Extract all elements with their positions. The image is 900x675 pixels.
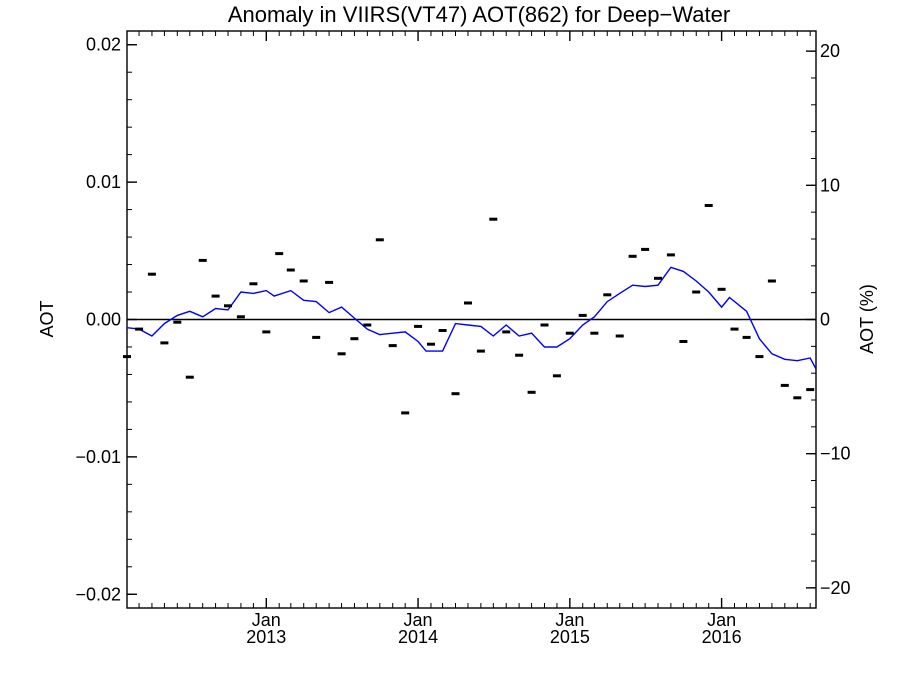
anomaly-marker: [388, 344, 397, 348]
anomaly-marker: [249, 282, 258, 286]
x-tick-month-label: Jan: [555, 610, 584, 630]
smoothed-anomaly-line: [126, 266, 817, 370]
anomaly-marker: [730, 327, 739, 331]
anomaly-marker: [312, 335, 321, 339]
anomaly-marker: [515, 353, 524, 357]
left-tick-label: 0.01: [86, 172, 121, 192]
anomaly-marker: [185, 375, 194, 379]
anomaly-marker: [375, 238, 384, 242]
x-tick-month-label: Jan: [404, 610, 433, 630]
anomaly-marker: [780, 383, 789, 387]
anomaly-marker: [123, 355, 131, 359]
right-tick-label: −10: [820, 444, 851, 464]
x-tick-year-label: 2014: [398, 627, 438, 647]
anomaly-marker: [464, 301, 472, 305]
left-tick-label: −0.01: [75, 447, 121, 467]
anomaly-marker: [325, 280, 334, 284]
anomaly-marker: [666, 253, 675, 257]
anomaly-marker: [286, 268, 295, 272]
left-y-axis: 0.02 0.01 0.00 −0.01 −0.02: [75, 35, 137, 604]
anomaly-marker: [224, 304, 232, 308]
left-y-axis-title: AOT: [37, 300, 57, 337]
x-tick-year-label: 2015: [550, 627, 590, 647]
anomaly-marker: [540, 323, 549, 327]
right-tick-label: 20: [820, 41, 840, 61]
right-tick-label: 10: [820, 175, 840, 195]
monthly-anomaly-markers: [123, 204, 815, 415]
anomaly-marker: [236, 315, 245, 319]
x-tick-month-label: Jan: [707, 610, 736, 630]
anomaly-marker: [767, 279, 776, 283]
anomaly-marker: [704, 204, 713, 207]
anomaly-marker: [160, 341, 169, 345]
anomaly-marker: [793, 396, 802, 400]
anomaly-marker: [755, 355, 764, 359]
anomaly-marker: [641, 247, 650, 251]
anomaly-marker: [552, 374, 561, 378]
anomaly-marker: [363, 323, 372, 327]
anomaly-marker: [654, 276, 662, 280]
anomaly-marker: [427, 342, 435, 346]
anomaly-marker: [350, 337, 359, 341]
right-y-axis-title: AOT (%): [857, 284, 877, 354]
anomaly-marker: [615, 334, 624, 338]
anomaly-marker: [147, 272, 156, 276]
anomaly-marker: [692, 290, 701, 294]
anomaly-marker: [438, 329, 447, 332]
anomaly-marker: [527, 390, 536, 394]
anomaly-marker: [451, 392, 460, 396]
anomaly-marker: [742, 335, 751, 339]
anomaly-marker: [299, 279, 308, 283]
anomaly-marker: [173, 320, 182, 324]
anomaly-marker: [401, 411, 410, 415]
anomaly-marker: [275, 252, 284, 256]
anomaly-marker: [679, 340, 688, 343]
right-tick-label: −20: [820, 578, 851, 598]
anomaly-marker: [198, 258, 207, 262]
x-tick-month-label: Jan: [252, 610, 281, 630]
anomaly-marker: [578, 313, 587, 317]
right-tick-label: 0: [820, 310, 830, 330]
anomaly-marker: [806, 388, 815, 392]
anomaly-marker: [565, 331, 574, 335]
chart-title: Anomaly in VIIRS(VT47) AOT(862) for Deep…: [228, 2, 730, 27]
left-tick-label: −0.02: [75, 584, 121, 604]
anomaly-marker: [590, 331, 599, 335]
anomaly-marker: [717, 287, 726, 291]
x-tick-year-label: 2016: [702, 627, 742, 647]
anomaly-marker: [502, 330, 511, 334]
anomaly-marker: [603, 293, 612, 297]
anomaly-marker: [211, 294, 220, 298]
anomaly-marker: [476, 349, 485, 353]
anomaly-marker: [414, 324, 423, 328]
anomaly-marker: [628, 254, 637, 258]
anomaly-marker: [489, 217, 498, 221]
right-y-axis: 20 10 0 −10 −20: [806, 41, 851, 598]
left-tick-label: 0.02: [86, 35, 121, 55]
anomaly-marker: [135, 327, 144, 331]
anomaly-marker: [262, 330, 271, 334]
left-tick-label: 0.00: [86, 310, 121, 330]
anomaly-marker: [337, 352, 346, 356]
x-tick-year-label: 2013: [246, 627, 286, 647]
